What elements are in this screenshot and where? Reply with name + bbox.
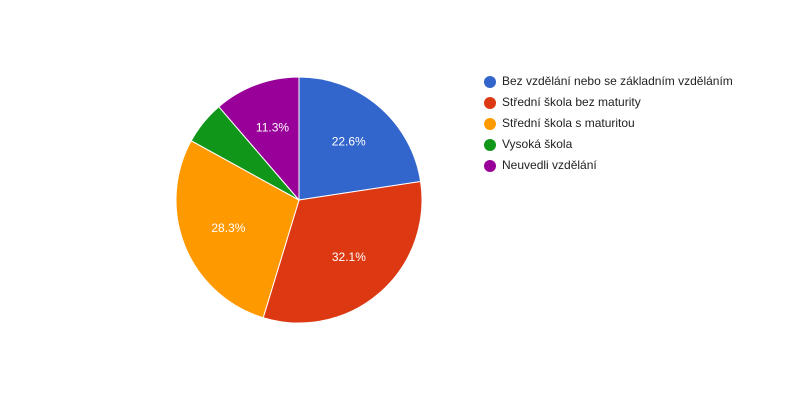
pie-slice <box>218 76 300 202</box>
legend-label: Neuvedli vzdělání <box>502 158 597 172</box>
legend-swatch <box>484 118 496 130</box>
slice-label: 28.3% <box>211 221 245 235</box>
legend-label: Vysoká škola <box>502 137 573 151</box>
pie-slice <box>262 180 423 324</box>
slice-label: 32.1% <box>332 250 366 264</box>
pie-slice <box>175 140 300 319</box>
slice-label: 11.3% <box>256 121 289 135</box>
legend-swatch <box>484 97 496 109</box>
legend-label: Střední škola s maturitou <box>502 116 635 130</box>
pie-slice <box>298 76 422 201</box>
legend-label: Střední škola bez maturity <box>502 95 641 109</box>
legend-swatch <box>484 76 496 88</box>
slice-label: 22.6% <box>332 134 366 148</box>
legend-swatch <box>484 139 496 151</box>
legend-label: Bez vzdělání nebo se základním vzděláním <box>502 74 733 88</box>
legend-swatch <box>484 160 496 172</box>
